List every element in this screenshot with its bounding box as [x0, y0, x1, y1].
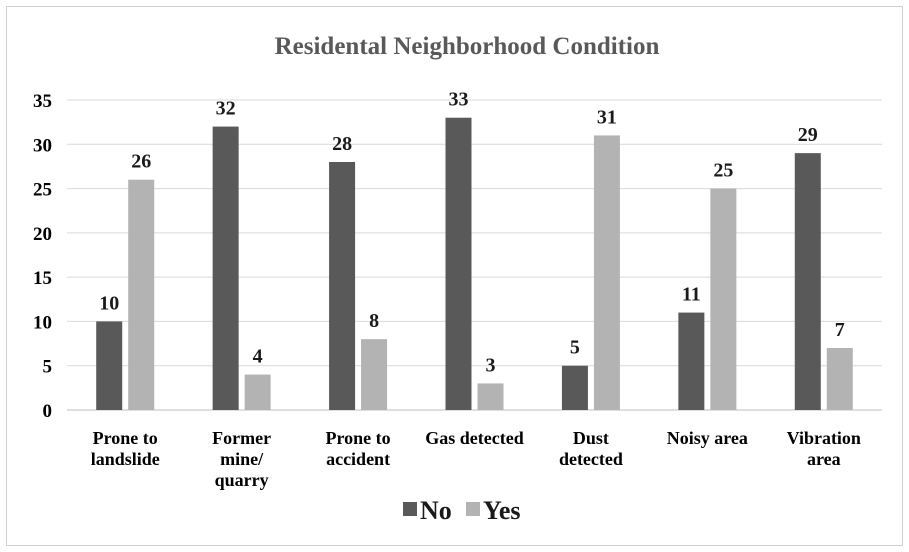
y-tick-label: 5: [43, 357, 53, 378]
bar-no: [445, 117, 472, 410]
data-label: 29: [798, 124, 818, 146]
bar-yes: [244, 374, 271, 410]
data-label: 8: [369, 310, 379, 332]
data-label: 32: [216, 98, 236, 120]
x-tick-label: Noisy area: [667, 428, 748, 448]
bar-no: [561, 365, 588, 410]
bar-chart: Residental Neighborhood Condition 0 5 10 15…: [33, 33, 882, 525]
y-tick-label: 15: [33, 268, 52, 289]
data-label: 33: [449, 89, 469, 111]
bar-no: [678, 312, 705, 410]
legend-swatch-no: [403, 502, 417, 516]
bar-no: [794, 153, 821, 410]
bar-no: [212, 126, 239, 411]
data-label: 26: [131, 151, 151, 173]
bar-yes: [593, 135, 620, 410]
x-tick-label: Prone to landslide: [91, 428, 160, 469]
bar-no: [96, 321, 123, 410]
data-label: 5: [570, 337, 580, 359]
x-tick-label: Dust detected: [559, 428, 623, 469]
data-label: 11: [682, 284, 701, 306]
bar-yes: [710, 188, 737, 410]
bar-yes: [361, 339, 388, 410]
x-axis-ticks: Prone to landslide Former mine/quarry Prone …: [91, 428, 861, 490]
y-tick-label: 10: [33, 312, 52, 333]
bar-yes: [128, 179, 155, 410]
y-axis-ticks: 0 5 10 15 20 25 30 35: [33, 91, 52, 422]
legend-swatch-yes: [466, 502, 480, 516]
y-tick-label: 0: [43, 401, 53, 422]
legend-label-yes: Yes: [483, 496, 521, 525]
y-tick-label: 20: [33, 224, 52, 245]
x-tick-label: Gas detected: [425, 428, 523, 448]
data-label: 7: [835, 319, 845, 341]
bar-yes: [477, 383, 504, 410]
y-tick-label: 25: [33, 180, 52, 201]
data-label: 25: [713, 160, 733, 182]
data-label: 10: [99, 292, 119, 314]
data-label: 28: [332, 133, 352, 155]
bars: [96, 117, 853, 411]
x-tick-label: Former mine/quarry: [212, 428, 271, 490]
legend: No Yes: [403, 496, 521, 525]
gridlines: [67, 99, 882, 411]
y-tick-label: 35: [33, 91, 52, 112]
y-tick-label: 30: [33, 135, 52, 156]
data-label: 4: [253, 346, 263, 368]
legend-label-no: No: [420, 496, 452, 525]
chart-frame: Residental Neighborhood Condition 0 5 10 15…: [6, 6, 903, 546]
bar-no: [329, 162, 356, 410]
bar-yes: [826, 348, 853, 410]
data-label: 3: [486, 354, 496, 376]
data-label: 31: [597, 106, 617, 128]
x-tick-label: Prone to accident: [325, 428, 390, 469]
x-tick-label: Vibration area: [787, 428, 861, 469]
chart-title: Residental Neighborhood Condition: [275, 33, 660, 60]
